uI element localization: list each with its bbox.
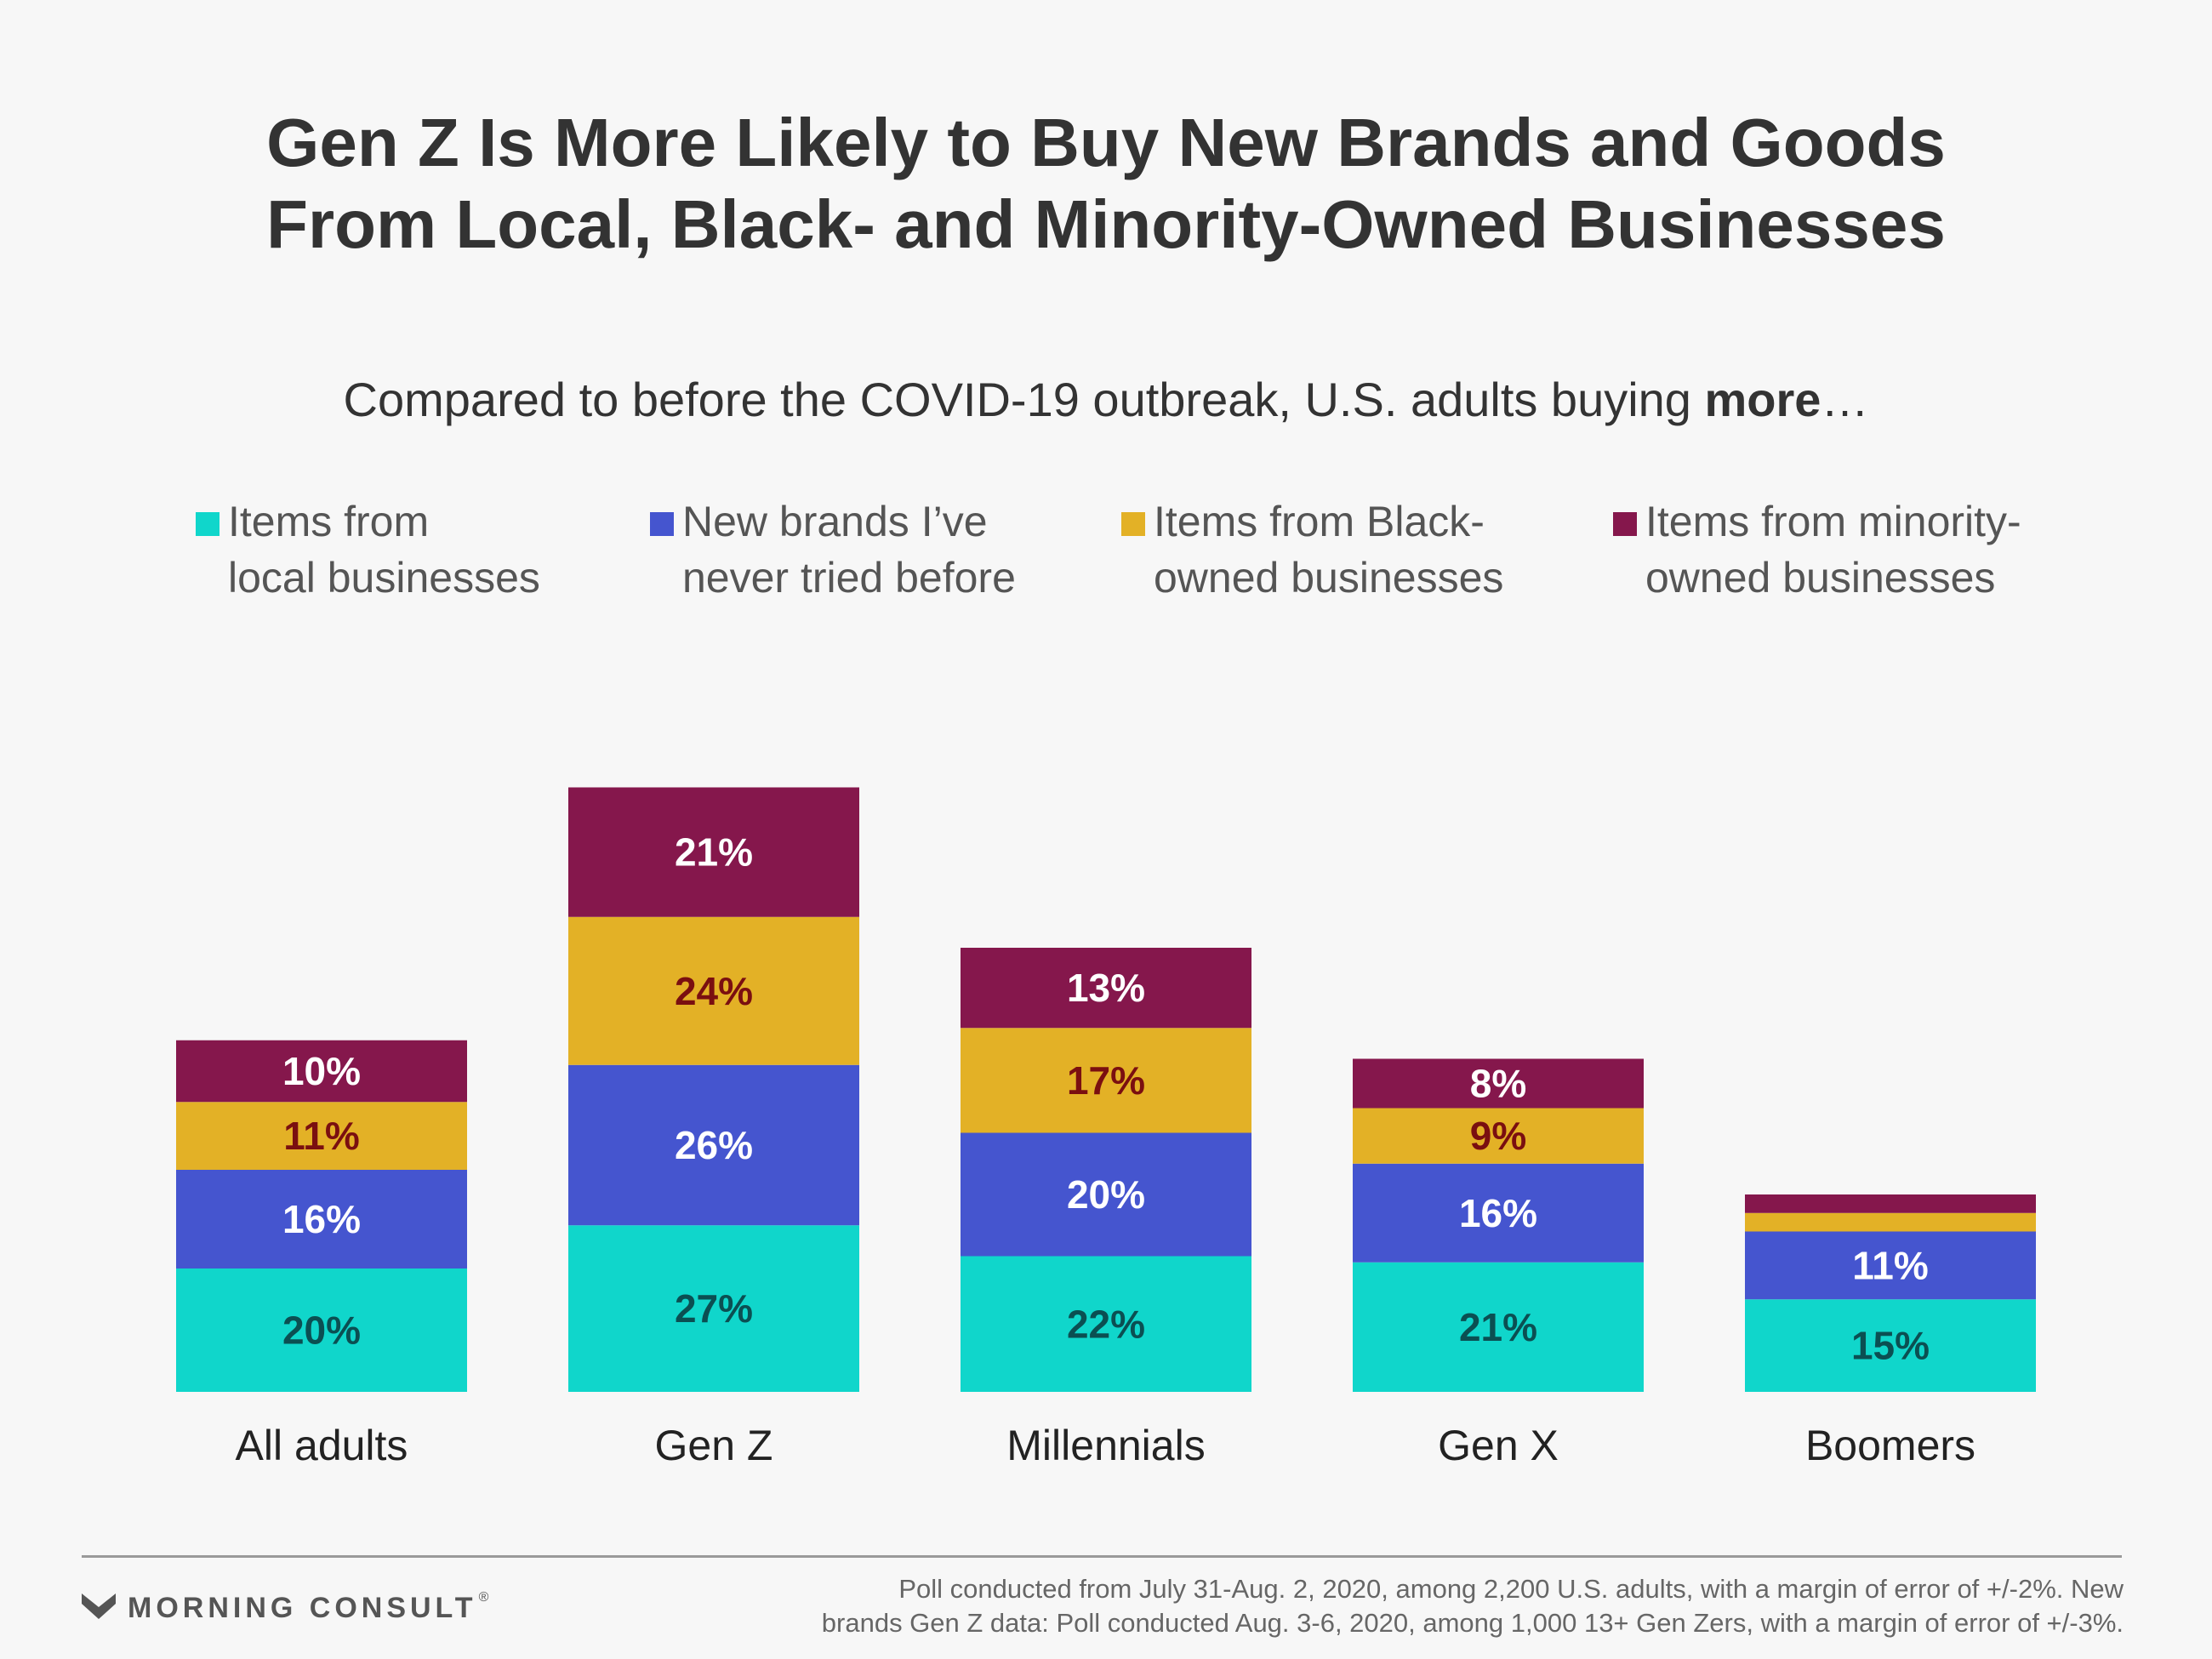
legend-label-line-1: Items from [228,498,430,545]
legend-item-new-brands: New brands I’ve never tried before [650,493,1016,606]
bar-segment [1745,1231,2036,1300]
bar-data-label: 21% [1459,1305,1537,1349]
source-line-2: brands Gen Z data: Poll conducted Aug. 3… [821,1608,2124,1638]
footer-divider [82,1555,2122,1558]
bar-data-label: 16% [282,1197,361,1241]
category-label: All adults [236,1422,408,1469]
bar-data-label: 26% [675,1123,753,1167]
legend-item-minority-owned: Items from minority- owned businesses [1613,493,2021,606]
bar-data-label: 15% [1851,1324,1930,1368]
morning-consult-logo: MORNING CONSULT ® [82,1588,488,1628]
legend-label-line-1: New brands I’ve [682,498,988,545]
chart-title-line-2: From Local, Black- and Minority-Owned Bu… [266,186,1946,262]
bar-segment [961,1132,1251,1257]
bar-data-label: 16% [1459,1191,1537,1235]
bar-data-label: 20% [282,1308,361,1353]
legend-label-line-1: Items from minority- [1645,498,2021,545]
legend-swatch-minority-owned [1613,512,1637,536]
stacked-bar-chart: 20% 16% 11% 10% All adults 27% 26% 24% 21% Gen Z 2… [176,787,2036,1469]
bar-data-label: 9% [1470,1114,1526,1158]
bar-segment [176,1040,467,1103]
bar-segment [1353,1058,1644,1109]
bar-data-label: 27% [675,1286,753,1331]
logo-text: MORNING CONSULT [128,1591,477,1624]
chart-subtitle: Compared to before the COVID-19 outbreak… [0,366,2212,434]
logo-registered-mark: ® [478,1590,489,1605]
legend-item-local: Items from local businesses [196,493,540,606]
bar-data-label: 20% [1067,1172,1145,1217]
bar-segment [568,1064,859,1226]
subtitle-emphasis: more [1704,373,1821,426]
chart-title-line-1: Gen Z Is More Likely to Buy New Brands a… [266,105,1946,180]
bar-segment [1353,1108,1644,1164]
bar-data-label: 21% [675,830,753,875]
bar-segment [1745,1212,2036,1232]
bar-data-label: 22% [1067,1302,1145,1346]
bar-data-label: 11% [283,1114,360,1158]
bar-segment [1745,1299,2036,1392]
legend-item-black-owned: Items from Black- owned businesses [1121,493,1504,606]
legend-label-line-2: local businesses [228,554,540,601]
bar-data-label: 13% [1067,966,1145,1010]
bar-data-label: 17% [1067,1058,1145,1103]
category-label: Boomers [1805,1422,1975,1469]
category-label: Gen Z [655,1422,773,1469]
bar-data-label: 11% [1852,1243,1929,1287]
bar-segment [961,1256,1251,1392]
morning-consult-logo-icon [82,1593,116,1619]
bar-segment [1745,1194,2036,1213]
legend-swatch-local [196,512,219,536]
source-line-1: Poll conducted from July 31-Aug. 2, 2020… [898,1574,2124,1604]
subtitle-suffix: … [1821,373,1869,426]
bar-segment [176,1102,467,1170]
bar-segment [568,787,859,917]
category-label: Gen X [1438,1422,1559,1469]
chart-title: Gen Z Is More Likely to Buy New Brands a… [0,102,2212,265]
legend-label-line-1: Items from Black- [1154,498,1485,545]
bar-segment [1353,1163,1644,1263]
bar-segment [176,1268,467,1392]
subtitle-prefix: Compared to before the COVID-19 outbreak… [343,373,1705,426]
bar-data-label: 10% [282,1049,361,1093]
bar-segment [568,1225,859,1392]
legend-label-line-2: owned businesses [1154,554,1504,601]
bar-data-label: 24% [675,969,753,1013]
source-note: Poll conducted from July 31-Aug. 2, 2020… [677,1572,2124,1640]
legend-swatch-black-owned [1121,512,1145,536]
legend-swatch-new-brands [650,512,674,536]
bar-segment [961,948,1251,1029]
bar-segment [961,1028,1251,1133]
category-label: Millennials [1006,1422,1205,1469]
bar-segment [176,1170,467,1268]
bar-data-label: 8% [1470,1062,1526,1106]
bar-segment [568,916,859,1065]
legend-label-line-2: never tried before [682,554,1016,601]
legend-label-line-2: owned businesses [1645,554,1996,601]
bar-segment [1353,1262,1644,1392]
